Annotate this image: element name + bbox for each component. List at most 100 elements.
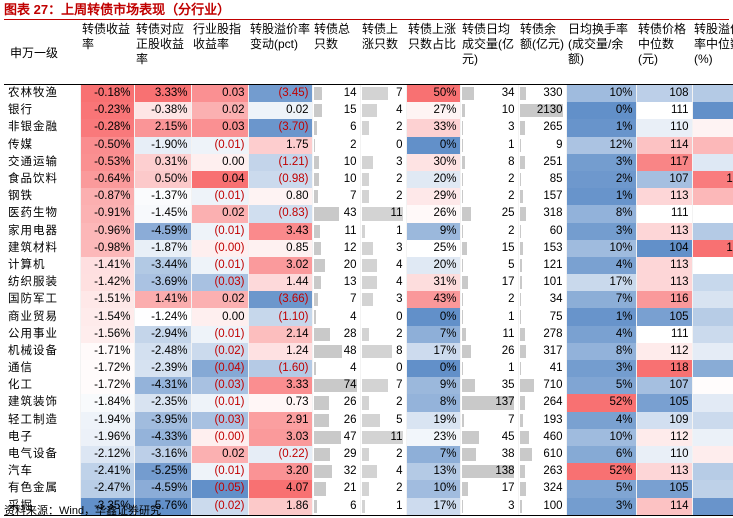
cell-value: 9% bbox=[439, 224, 457, 237]
data-bar bbox=[313, 121, 317, 135]
industry-name: 国防军工 bbox=[8, 293, 58, 306]
cell-value: 0.04 bbox=[222, 173, 245, 186]
value-cell: -0.28% bbox=[80, 119, 135, 137]
data-bar bbox=[313, 447, 331, 462]
cell-value: -2.39% bbox=[151, 362, 188, 375]
value-cell: 21 bbox=[312, 480, 361, 498]
value-cell: (0.01) bbox=[191, 256, 249, 275]
value-cell: 3.02 bbox=[248, 256, 313, 275]
table-row: 机械设备 -1.71% -2.48% (0.02) 1.24 48 8 17% 26 317 8% 1… bbox=[4, 342, 733, 360]
cell-value: -0.50% bbox=[94, 138, 131, 151]
cell-value: 1 bbox=[396, 224, 403, 237]
value-cell: 32 bbox=[312, 463, 361, 481]
cell-value: 0.02 bbox=[286, 104, 309, 117]
data-bar bbox=[313, 207, 339, 221]
value-cell: (0.22) bbox=[248, 445, 313, 464]
industry-name: 有色金属 bbox=[8, 482, 58, 495]
value-cell: 0.80 bbox=[248, 188, 313, 206]
value-cell: (0.98) bbox=[248, 170, 313, 189]
data-bar bbox=[313, 241, 321, 255]
industry-cell: 机械设备 bbox=[4, 342, 81, 360]
value-cell: -2.12% bbox=[80, 445, 135, 464]
value-cell: 20% bbox=[406, 170, 461, 189]
value-cell: 65 bbox=[692, 119, 733, 137]
value-cell: 3.03 bbox=[248, 428, 313, 446]
cell-value: 109 bbox=[726, 241, 733, 254]
cell-value: 0.80 bbox=[286, 190, 309, 203]
cell-value: 25 bbox=[501, 207, 515, 220]
value-cell: 111 bbox=[636, 205, 693, 223]
value-cell: 0.02 bbox=[191, 205, 249, 223]
data-bar bbox=[461, 327, 466, 341]
cell-value: 10% bbox=[609, 87, 633, 100]
value-cell: 2 bbox=[460, 222, 519, 240]
data-bar bbox=[361, 396, 370, 410]
value-cell: 1.75 bbox=[248, 136, 313, 154]
cell-value: -4.59% bbox=[151, 482, 188, 495]
cell-value: 112 bbox=[670, 344, 689, 357]
cell-value: 2 bbox=[508, 293, 515, 306]
column-header: 转债对应正股收益率 bbox=[134, 21, 191, 85]
cell-value: 0.02 bbox=[222, 104, 245, 117]
cell-value: 2.14 bbox=[286, 327, 309, 340]
cell-value: -1.54% bbox=[94, 310, 131, 323]
data-bar bbox=[519, 465, 525, 479]
value-cell: 0% bbox=[566, 102, 637, 120]
value-cell: 45 bbox=[460, 428, 519, 446]
industry-cell: 商业贸易 bbox=[4, 308, 81, 326]
cell-value: 34 bbox=[549, 293, 563, 306]
value-cell: -1.72% bbox=[80, 360, 135, 378]
value-cell: 610 bbox=[518, 445, 567, 464]
cell-value: -1.72% bbox=[94, 379, 131, 392]
value-cell: 13 bbox=[692, 102, 733, 120]
cell-value: 710 bbox=[543, 379, 563, 392]
cell-value: 107 bbox=[669, 173, 689, 186]
cell-value: -1.94% bbox=[94, 413, 131, 426]
data-bar bbox=[361, 258, 377, 273]
cell-value: 7 bbox=[396, 379, 403, 392]
value-cell: 85 bbox=[692, 136, 733, 154]
value-cell: 49 bbox=[692, 291, 733, 309]
value-cell: -1.51% bbox=[80, 291, 135, 309]
value-cell: 44 bbox=[692, 274, 733, 292]
value-cell: 47 bbox=[312, 428, 361, 446]
cell-value: 43 bbox=[343, 207, 357, 220]
value-cell: 6% bbox=[566, 445, 637, 464]
industry-cell: 计算机 bbox=[4, 256, 81, 275]
value-cell: 52% bbox=[566, 394, 637, 412]
value-cell: -4.31% bbox=[134, 377, 192, 395]
value-cell: -4.59% bbox=[134, 480, 192, 498]
data-bar bbox=[313, 482, 326, 496]
cell-value: -1.41% bbox=[94, 258, 131, 271]
cell-value: 3% bbox=[615, 155, 633, 168]
value-cell: -3.69% bbox=[134, 274, 192, 292]
value-cell: 460 bbox=[518, 428, 567, 446]
industry-cell: 汽车 bbox=[4, 463, 81, 481]
value-cell: 0.02 bbox=[191, 291, 249, 309]
data-bar bbox=[361, 447, 370, 462]
data-bar bbox=[361, 104, 377, 118]
data-bar bbox=[313, 190, 318, 204]
data-bar bbox=[361, 241, 373, 255]
column-header: 日均换手率(成交量/余额) bbox=[566, 21, 636, 85]
industry-cell: 纺织服装 bbox=[4, 274, 81, 292]
value-cell: 193 bbox=[518, 411, 567, 429]
data-bar bbox=[361, 207, 403, 221]
data-bar bbox=[519, 190, 523, 204]
cell-value: 111 bbox=[671, 207, 689, 220]
cell-value: 7% bbox=[439, 448, 457, 461]
data-bar bbox=[361, 172, 370, 187]
industry-name: 银行 bbox=[8, 104, 33, 117]
industry-cell: 采掘 bbox=[4, 497, 81, 516]
value-cell: 10 bbox=[312, 170, 361, 189]
industry-name: 采掘 bbox=[8, 499, 33, 512]
cell-value: 5% bbox=[615, 379, 633, 392]
data-bar bbox=[313, 430, 341, 444]
value-cell: -2.47% bbox=[80, 480, 135, 498]
value-cell: 17 bbox=[460, 480, 519, 498]
value-cell: -2.48% bbox=[134, 342, 192, 360]
cell-value: -3.69% bbox=[151, 276, 188, 289]
cell-value: 4% bbox=[615, 327, 633, 340]
cell-value: 21 bbox=[343, 482, 357, 495]
value-cell: -0.53% bbox=[80, 153, 135, 171]
